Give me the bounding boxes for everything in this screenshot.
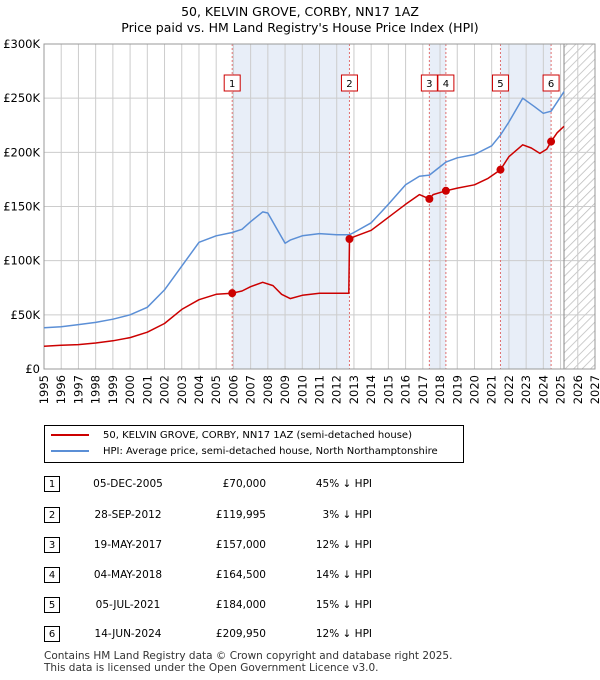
x-tick-label: 2025	[554, 375, 568, 404]
footer-licence: This data is licensed under the Open Gov…	[44, 662, 379, 674]
x-tick-label: 1999	[106, 375, 120, 404]
x-tick-label: 2017	[416, 375, 430, 404]
x-tick-label: 2027	[588, 375, 600, 404]
x-tick-label: 2004	[192, 375, 206, 404]
x-tick-label: 1998	[89, 375, 103, 404]
sale-marker-box	[223, 74, 241, 92]
y-tick-label: £200K	[3, 145, 40, 159]
x-tick-label: 2016	[399, 375, 413, 404]
transaction-number: 3	[44, 537, 60, 553]
x-tick-label: 2021	[485, 375, 499, 404]
sale-marker-label: 1	[229, 79, 235, 90]
legend-item-hpi: HPI: Average price, semi-detached house,…	[51, 444, 438, 460]
transaction-price: £157,000	[215, 539, 266, 551]
x-tick-label: 2018	[433, 375, 447, 404]
x-tick-label: 2023	[519, 375, 533, 404]
transaction-date: 19-MAY-2017	[93, 539, 163, 551]
sale-marker-box	[491, 74, 509, 92]
transaction-number: 2	[44, 507, 60, 523]
x-tick-label: 2020	[467, 375, 481, 404]
x-tick-label: 2000	[123, 375, 137, 404]
sale-point	[496, 165, 505, 174]
footer: Contains HM Land Registry data © Crown c…	[44, 650, 452, 674]
sale-marker-box	[340, 74, 358, 92]
transaction-price: £70,000	[222, 478, 266, 490]
price-paid-line	[43, 125, 565, 348]
x-tick-label: 2005	[209, 375, 223, 404]
chart-subtitle: Price paid vs. HM Land Registry's House …	[121, 20, 479, 35]
price-legend-swatch	[51, 434, 89, 436]
x-tick-label: 1997	[71, 375, 85, 404]
sale-point	[441, 186, 450, 195]
x-tick-label: 2013	[347, 375, 361, 404]
transaction-hpi-diff: 15% ↓ HPI	[315, 599, 372, 611]
x-tick-label: 2015	[381, 375, 395, 404]
x-tick-label: 2010	[295, 375, 309, 404]
sale-point	[425, 194, 434, 203]
x-tick-label: 1995	[37, 375, 51, 404]
legend-price-label: 50, KELVIN GROVE, CORBY, NN17 1AZ (semi-…	[103, 430, 412, 441]
x-tick-label: 2014	[364, 375, 378, 404]
transaction-number: 5	[44, 597, 60, 613]
y-tick-label: £300K	[3, 37, 40, 51]
x-tick-label: 2026	[571, 375, 585, 404]
transaction-date: 14-JUN-2024	[94, 628, 162, 640]
legend-item-price: 50, KELVIN GROVE, CORBY, NN17 1AZ (semi-…	[51, 428, 412, 444]
transaction-hpi-diff: 12% ↓ HPI	[315, 539, 372, 551]
transaction-price: £164,500	[215, 569, 266, 581]
sale-marker-label: 5	[497, 79, 503, 90]
transaction-date: 05-JUL-2021	[95, 599, 161, 611]
sale-point	[547, 137, 556, 146]
sale-marker-label: 2	[346, 79, 352, 90]
transaction-price: £184,000	[215, 599, 266, 611]
x-tick-label: 2007	[244, 375, 258, 404]
sale-marker-box	[420, 74, 438, 92]
transaction-date: 28-SEP-2012	[94, 509, 162, 521]
transaction-number: 4	[44, 567, 60, 583]
x-tick-label: 2002	[158, 375, 172, 404]
transaction-price: £119,995	[215, 509, 266, 521]
plot-frame	[43, 43, 596, 370]
y-tick-label: £0	[25, 362, 40, 376]
hpi-legend-swatch	[51, 450, 89, 452]
sale-marker-label: 3	[426, 79, 432, 90]
x-tick-label: 2006	[226, 375, 240, 404]
transaction-date: 04-MAY-2018	[93, 569, 163, 581]
transaction-hpi-diff: 3% ↓ HPI	[322, 509, 372, 521]
x-tick-label: 2001	[140, 375, 154, 404]
transaction-hpi-diff: 14% ↓ HPI	[315, 569, 372, 581]
sale-point	[228, 289, 237, 298]
y-tick-label: £100K	[3, 254, 40, 268]
transaction-number: 1	[44, 476, 60, 492]
hpi-line	[43, 91, 565, 329]
sale-marker-box	[437, 74, 455, 92]
price-chart: 1 2 3 4 5 6 £0 £50K £100K £150K £200K £250K £300K 199…	[3, 37, 600, 404]
transaction-hpi-diff: 45% ↓ HPI	[315, 478, 372, 490]
transaction-hpi-diff: 12% ↓ HPI	[315, 628, 372, 640]
legend-hpi-label: HPI: Average price, semi-detached house,…	[103, 446, 438, 457]
x-tick-label: 2012	[330, 375, 344, 404]
footer-copyright: Contains HM Land Registry data © Crown c…	[44, 650, 453, 662]
x-tick-label: 2022	[502, 375, 516, 404]
transaction-date: 05-DEC-2005	[93, 478, 163, 490]
sale-point	[345, 235, 354, 244]
sale-marker-box	[542, 74, 560, 92]
x-tick-label: 2008	[261, 375, 275, 404]
chart-legend: 50, KELVIN GROVE, CORBY, NN17 1AZ (semi-…	[44, 425, 464, 463]
x-tick-label: 1996	[54, 375, 68, 404]
x-tick-label: 2009	[278, 375, 292, 404]
x-tick-label: 2019	[450, 375, 464, 404]
x-tick-label: 2011	[313, 375, 327, 404]
x-tick-label: 2024	[536, 375, 550, 404]
x-tick-label: 2003	[175, 375, 189, 404]
sale-marker-label: 4	[443, 79, 449, 90]
sale-marker-label: 6	[548, 79, 554, 90]
y-tick-label: £150K	[3, 200, 40, 214]
transaction-price: £209,950	[215, 628, 266, 640]
chart-title: 50, KELVIN GROVE, CORBY, NN17 1AZ	[181, 4, 419, 19]
transaction-number: 6	[44, 626, 60, 642]
y-tick-label: £250K	[3, 91, 40, 105]
y-tick-label: £50K	[11, 308, 41, 322]
